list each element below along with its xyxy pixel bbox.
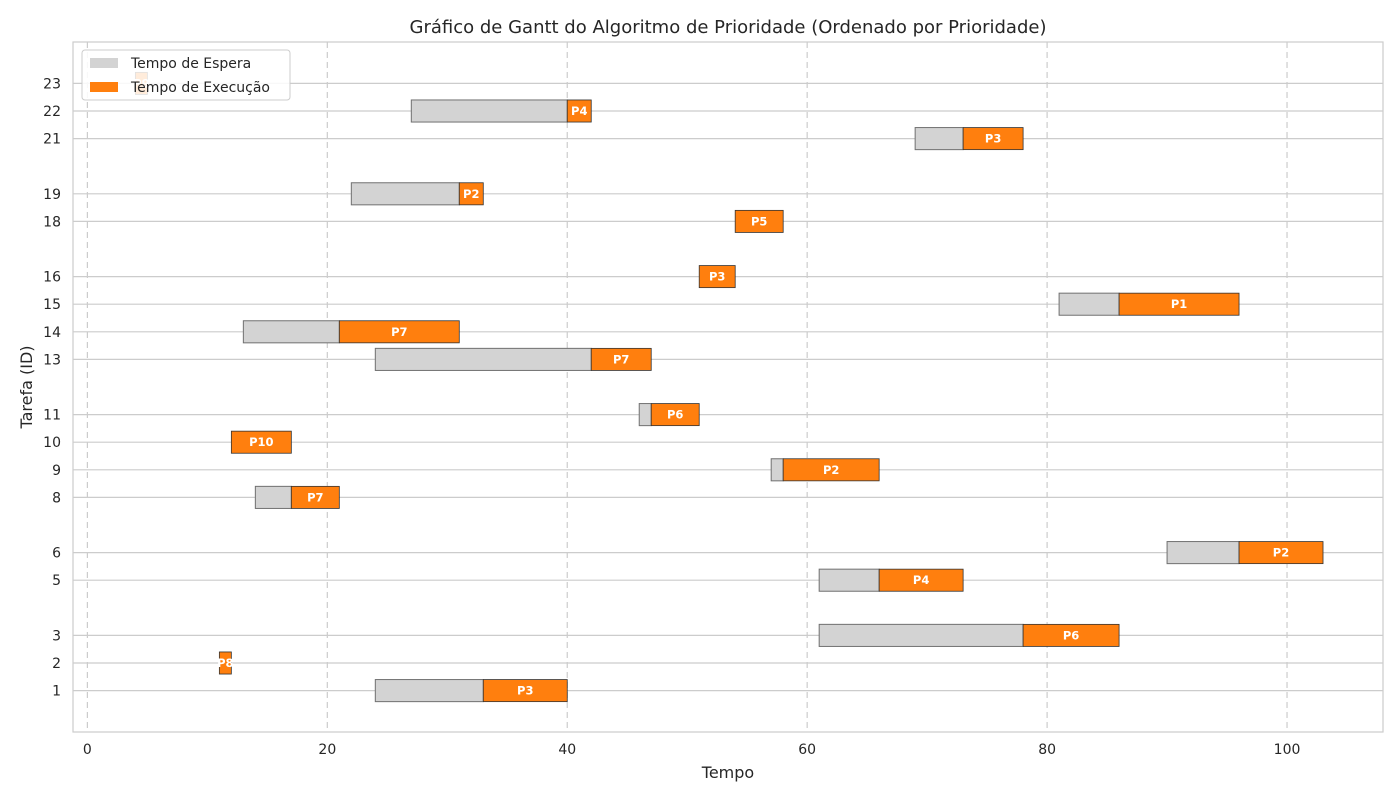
bars: P9P4P3P2P5P3P1P7P7P6P10P2P7P2P4P6P8P3 — [133, 71, 1324, 703]
y-tick-9: 9 — [52, 463, 61, 479]
y-tick-22: 22 — [43, 104, 61, 120]
legend-box — [81, 49, 291, 101]
bar-label-task-8: P7 — [307, 490, 323, 504]
exec-bar-task-11 — [650, 403, 700, 427]
exec-bar-task-21 — [962, 127, 1024, 151]
exec-bar-task-5 — [878, 568, 964, 592]
bar-label-task-11: P6 — [667, 408, 683, 422]
exec-bar-task-16 — [698, 265, 736, 289]
chart-title: Gráfico de Gantt do Algoritmo de Priorid… — [410, 17, 1047, 38]
x-tick-60: 60 — [798, 742, 816, 758]
bar-label-task-9: P2 — [823, 463, 839, 477]
bar-label-task-15: P1 — [1171, 297, 1187, 311]
wait-bar-task-11 — [638, 403, 652, 427]
y-tick-21: 21 — [43, 132, 61, 148]
bar-label-task-10: P10 — [249, 435, 273, 449]
y-tick-1: 1 — [52, 684, 61, 700]
exec-bar-task-18 — [734, 209, 784, 233]
y-tick-23: 23 — [43, 76, 61, 92]
y-tick-15: 15 — [43, 297, 61, 313]
exec-bar-task-13 — [590, 347, 652, 371]
exec-bar-task-14 — [338, 320, 460, 344]
bar-label-task-18: P5 — [751, 214, 767, 228]
x-axis-ticks: 0 20 40 60 80 100 — [83, 742, 1300, 758]
bar-label-task-2: P8 — [217, 656, 233, 670]
y-tick-14: 14 — [43, 325, 61, 341]
bar-label-task-14: P7 — [391, 325, 407, 339]
exec-bar-task-1 — [482, 679, 568, 703]
x-tick-20: 20 — [318, 742, 336, 758]
wait-bar-task-19 — [350, 182, 460, 206]
x-axis-label: Tempo — [701, 763, 754, 782]
wait-bar-task-15 — [1058, 292, 1120, 316]
bar-label-task-16: P3 — [709, 270, 725, 284]
bar-label-task-13: P7 — [613, 352, 629, 366]
bar-label-task-21: P3 — [985, 132, 1001, 146]
y-tick-18: 18 — [43, 214, 61, 230]
legend-label-1: Tempo de Execução — [130, 80, 270, 96]
bar-label-task-5: P4 — [913, 573, 929, 587]
y-tick-8: 8 — [52, 490, 61, 506]
plot-frame — [72, 41, 1384, 733]
y-axis-label: Tarefa (ID) — [17, 345, 36, 429]
wait-bar-task-21 — [914, 127, 964, 151]
exec-bar-task-6 — [1238, 541, 1324, 565]
y-tick-2: 2 — [52, 656, 61, 672]
wait-bar-task-14 — [242, 320, 340, 344]
y-tick-6: 6 — [52, 546, 61, 562]
y-tick-3: 3 — [52, 628, 61, 644]
x-tick-0: 0 — [83, 742, 92, 758]
wait-bar-task-3 — [818, 623, 1024, 647]
wait-bar-task-13 — [374, 347, 592, 371]
legend-swatch-0 — [90, 58, 118, 68]
x-tick-100: 100 — [1274, 742, 1301, 758]
legend: Tempo de Espera Tempo de Execução — [81, 49, 291, 101]
wait-bar-task-5 — [818, 568, 880, 592]
bar-label-task-3: P6 — [1063, 628, 1079, 642]
y-tick-10: 10 — [43, 435, 61, 451]
legend-swatch-1 — [90, 82, 118, 92]
bar-label-task-1: P3 — [517, 684, 533, 698]
bar-label-task-19: P2 — [463, 187, 479, 201]
x-tick-40: 40 — [558, 742, 576, 758]
wait-bar-task-1 — [374, 679, 484, 703]
exec-bar-task-19 — [458, 182, 484, 206]
exec-bar-task-2 — [218, 651, 232, 675]
exec-bar-task-10 — [230, 430, 292, 454]
grid — [73, 42, 1383, 732]
bar-label-task-22: P4 — [571, 104, 587, 118]
legend-label-0: Tempo de Espera — [130, 56, 251, 72]
y-tick-19: 19 — [43, 187, 61, 203]
y-tick-11: 11 — [43, 408, 61, 424]
exec-bar-task-3 — [1022, 623, 1120, 647]
wait-bar-task-8 — [254, 485, 292, 509]
exec-bar-task-8 — [290, 485, 340, 509]
wait-bar-task-6 — [1166, 541, 1240, 565]
exec-bar-task-9 — [782, 458, 880, 482]
exec-bar-task-22 — [566, 99, 592, 123]
wait-bar-task-22 — [410, 99, 568, 123]
bar-label-task-6: P2 — [1273, 546, 1289, 560]
wait-bar-task-9 — [770, 458, 784, 482]
x-tick-80: 80 — [1038, 742, 1056, 758]
y-tick-16: 16 — [43, 270, 61, 286]
exec-bar-task-15 — [1118, 292, 1240, 316]
y-tick-13: 13 — [43, 352, 61, 368]
y-tick-5: 5 — [52, 573, 61, 589]
